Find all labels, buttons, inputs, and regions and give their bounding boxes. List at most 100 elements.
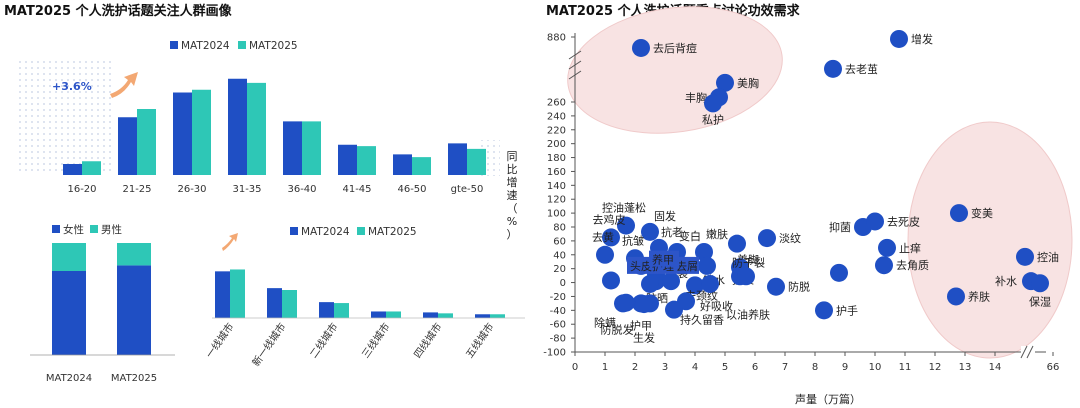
point-嫩肤	[695, 243, 713, 261]
x-tick-四线城市: 四线城市	[411, 320, 445, 360]
point-去屑2	[665, 300, 683, 319]
bar-mat2025-21-25	[137, 109, 156, 175]
point-去后背痘	[632, 38, 650, 57]
legend-city-2024: MAT2024	[301, 226, 350, 238]
y-tick-0: 0	[560, 278, 566, 289]
x-tick-31-35: 31-35	[232, 184, 261, 195]
y-label-char-5: %	[507, 215, 517, 228]
point-控油蓬松	[617, 216, 635, 235]
x-break-mark-0	[1020, 345, 1028, 359]
point-label-以油养肤: 以油养肤	[726, 307, 770, 321]
point-label-丰胸: 丰胸	[685, 90, 707, 104]
y-tick--80: -80	[550, 334, 566, 345]
y-tick-180: 180	[547, 153, 566, 164]
point-label-增发: 增发	[911, 32, 933, 46]
x-tick-21-25: 21-25	[122, 184, 151, 195]
bar-mat2024-四线城市	[423, 312, 438, 318]
y-label-char-1: 比	[507, 163, 518, 176]
x-tick-8: 8	[812, 362, 818, 373]
y-tick-80: 80	[553, 223, 566, 234]
dot-pattern-bg	[16, 57, 112, 175]
y-tick-100: 100	[547, 209, 566, 220]
bar-mat2024-二线城市	[319, 302, 334, 318]
y-tick--100: -100	[543, 348, 566, 359]
point-去死皮	[866, 212, 884, 231]
y-label-char-0: 同	[507, 150, 518, 163]
legend-female: 女性	[63, 223, 84, 236]
point-以油养肤	[737, 267, 755, 286]
point-label-去老茧: 去老茧	[845, 63, 878, 76]
point-去屑3	[635, 295, 653, 314]
point-保湿	[1031, 274, 1049, 293]
bar-mat2024-五线城市	[475, 314, 490, 318]
cluster-bubble-top	[567, 6, 783, 134]
y-tick-200: 200	[547, 139, 566, 150]
bar-female-MAT2024	[52, 271, 86, 355]
x-tick-7: 7	[782, 362, 788, 373]
point-去老茧	[824, 59, 842, 78]
x-tick-三线城市: 三线城市	[359, 320, 393, 360]
point-去屑6	[830, 263, 848, 282]
y-tick-60: 60	[553, 236, 566, 247]
y-tick-240: 240	[547, 111, 566, 122]
x-tick-0: 0	[572, 362, 578, 373]
point-好吸收	[701, 274, 719, 293]
point-护手	[815, 301, 833, 320]
point-label-防脱: 防脱	[788, 280, 810, 294]
gender-stacked-chart: MAT2024 MAT2025	[30, 243, 175, 384]
point-label-抗皱: 抗皱	[622, 233, 644, 247]
legend-swatch-mat2024	[170, 41, 178, 49]
point-label-去角质: 去角质	[896, 259, 929, 272]
bar-mat2025-46-50	[412, 157, 431, 175]
y-tick-120: 120	[547, 195, 566, 206]
point-控油	[1016, 247, 1034, 266]
highlight-box-nail	[649, 250, 679, 267]
y-tick-880: 880	[547, 33, 566, 44]
bar-male-MAT2024	[52, 243, 86, 271]
bar-mat2025-五线城市	[490, 314, 505, 318]
point-去屑4	[617, 293, 635, 312]
city-arrow-icon	[222, 233, 238, 251]
bar-mat2024-36-40	[283, 121, 302, 175]
legend-swatch-city-2025	[357, 227, 365, 235]
bar-mat2025-41-45	[357, 146, 376, 175]
x-tick-10: 10	[869, 362, 882, 373]
x-tick-5: 5	[722, 362, 728, 373]
point-label-好吸收: 好吸收	[700, 299, 733, 313]
point-label-固发: 固发	[654, 209, 676, 223]
bar-mat2024-16-20	[63, 164, 82, 175]
legend-swatch-female	[52, 225, 60, 233]
y-tick-220: 220	[547, 125, 566, 136]
scatter-chart: 880260240220200180160140120100806040200-…	[543, 29, 1059, 373]
bar-mat2024-gte-50	[448, 143, 467, 175]
x-tick-6: 6	[752, 362, 758, 373]
y-tick--20: -20	[550, 292, 566, 303]
point-label-淡纹: 淡纹	[779, 231, 801, 245]
point-label-变美: 变美	[971, 206, 993, 220]
y-tick-160: 160	[547, 167, 566, 178]
y-tick-140: 140	[547, 181, 566, 192]
point-label-除螨: 除螨	[594, 315, 616, 329]
y-label-char-4: （	[507, 202, 518, 215]
point-养肤	[947, 287, 965, 306]
legend-swatch-city-2024	[290, 227, 298, 235]
point-label-养肤: 养肤	[968, 289, 990, 303]
bar-mat2025-26-30	[192, 89, 211, 175]
bar-mat2024-41-45	[338, 144, 357, 175]
x-break-mark-1	[1026, 345, 1034, 359]
left-title: MAT2025 个人洗护话题关注人群画像	[4, 3, 233, 19]
y-break-mark-1	[568, 60, 582, 70]
x-tick-一线城市: 一线城市	[203, 320, 237, 360]
bar-mat2024-31-35	[228, 78, 247, 175]
x-tick-41-45: 41-45	[342, 184, 371, 195]
city-bar-chart: 一线城市 新一线城市 二线城市 三线城市 四线城市 五线城市	[203, 269, 525, 369]
x-tick-新一线城市: 新一线城市	[249, 320, 288, 368]
point-去鸡皮	[602, 228, 620, 247]
point-除螨	[602, 271, 620, 290]
y-label-char-6: ）	[507, 228, 518, 241]
point-label-持久留香: 持久留香	[680, 312, 724, 326]
point-label-去鸡皮: 去鸡皮	[593, 212, 626, 226]
bar-male-MAT2025	[117, 243, 151, 266]
x-tick-36-40: 36-40	[287, 184, 316, 195]
